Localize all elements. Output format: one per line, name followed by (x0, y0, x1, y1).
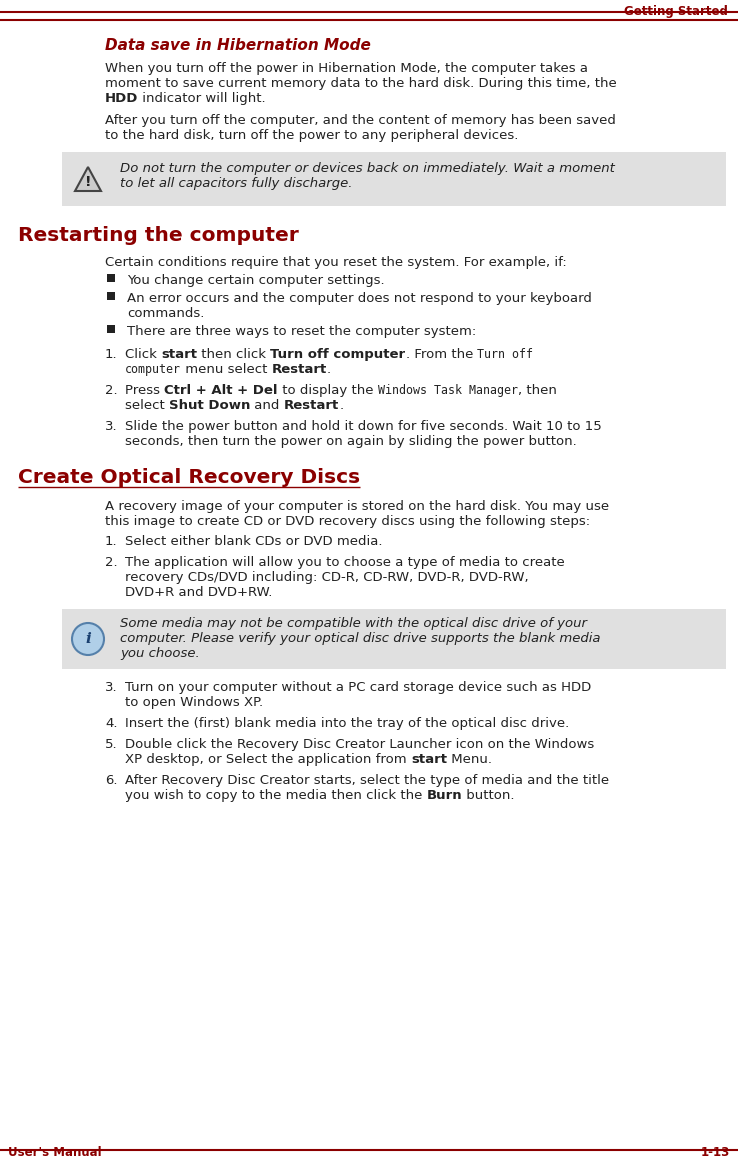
Text: you wish to copy to the media then click the: you wish to copy to the media then click… (125, 789, 427, 802)
Text: Getting Started: Getting Started (624, 5, 728, 18)
Text: start: start (161, 348, 197, 361)
Text: to let all capacitors fully discharge.: to let all capacitors fully discharge. (120, 177, 353, 190)
Text: !: ! (85, 175, 92, 189)
Text: 1-13: 1-13 (701, 1146, 730, 1159)
Text: Turn on your computer without a PC card storage device such as HDD: Turn on your computer without a PC card … (125, 681, 591, 694)
Text: i: i (85, 632, 91, 646)
Bar (107, 325, 115, 333)
Bar (107, 274, 115, 282)
Text: then click: then click (197, 348, 270, 361)
Text: you choose.: you choose. (120, 647, 200, 660)
Text: Create Optical Recovery Discs: Create Optical Recovery Discs (18, 468, 360, 488)
Bar (107, 292, 115, 300)
Text: 2.: 2. (105, 384, 117, 397)
Text: indicator will light.: indicator will light. (139, 91, 266, 105)
Bar (62, 609, 726, 669)
Text: Insert the (first) blank media into the tray of the optical disc drive.: Insert the (first) blank media into the … (125, 717, 569, 730)
Text: An error occurs and the computer does not respond to your keyboard: An error occurs and the computer does no… (127, 292, 592, 305)
Text: DVD+R and DVD+RW.: DVD+R and DVD+RW. (125, 586, 272, 599)
Text: When you turn off the power in Hibernation Mode, the computer takes a: When you turn off the power in Hibernati… (105, 62, 588, 75)
Text: Select either blank CDs or DVD media.: Select either blank CDs or DVD media. (125, 534, 382, 548)
Polygon shape (75, 166, 101, 191)
Text: The application will allow you to choose a type of media to create: The application will allow you to choose… (125, 556, 565, 568)
Text: to display the: to display the (277, 384, 378, 397)
Text: Some media may not be compatible with the optical disc drive of your: Some media may not be compatible with th… (120, 616, 587, 631)
Text: Click: Click (125, 348, 161, 361)
Text: , then: , then (517, 384, 556, 397)
Text: Ctrl + Alt + Del: Ctrl + Alt + Del (165, 384, 277, 397)
Text: Burn: Burn (427, 789, 462, 802)
Text: Slide the power button and hold it down for five seconds. Wait 10 to 15: Slide the power button and hold it down … (125, 420, 601, 432)
Text: You change certain computer settings.: You change certain computer settings. (127, 274, 384, 287)
Text: Restart: Restart (284, 398, 339, 413)
Text: recovery CDs/DVD including: CD-R, CD-RW, DVD-R, DVD-RW,: recovery CDs/DVD including: CD-R, CD-RW,… (125, 571, 528, 584)
Text: Restarting the computer: Restarting the computer (18, 226, 299, 245)
Text: After you turn off the computer, and the content of memory has been saved: After you turn off the computer, and the… (105, 114, 616, 127)
Text: computer: computer (125, 363, 181, 376)
Text: commands.: commands. (127, 307, 204, 320)
Text: 3.: 3. (105, 420, 117, 432)
Text: this image to create CD or DVD recovery discs using the following steps:: this image to create CD or DVD recovery … (105, 515, 590, 529)
Text: Double click the Recovery Disc Creator Launcher icon on the Windows: Double click the Recovery Disc Creator L… (125, 738, 594, 751)
Text: There are three ways to reset the computer system:: There are three ways to reset the comput… (127, 325, 476, 338)
Bar (62, 152, 726, 206)
Text: A recovery image of your computer is stored on the hard disk. You may use: A recovery image of your computer is sto… (105, 500, 609, 513)
Text: Menu.: Menu. (447, 752, 492, 766)
Text: Certain conditions require that you reset the system. For example, if:: Certain conditions require that you rese… (105, 255, 567, 270)
Text: select: select (125, 398, 169, 413)
Text: XP desktop, or Select the application from: XP desktop, or Select the application fr… (125, 752, 411, 766)
Text: Do not turn the computer or devices back on immediately. Wait a moment: Do not turn the computer or devices back… (120, 162, 615, 175)
Text: 5.: 5. (105, 738, 117, 751)
Circle shape (72, 624, 104, 655)
Text: seconds, then turn the power on again by sliding the power button.: seconds, then turn the power on again by… (125, 435, 577, 448)
Text: menu select: menu select (181, 363, 272, 376)
Text: computer. Please verify your optical disc drive supports the blank media: computer. Please verify your optical dis… (120, 632, 601, 645)
Text: 1.: 1. (105, 534, 117, 548)
Text: Turn off: Turn off (477, 348, 533, 361)
Text: 2.: 2. (105, 556, 117, 568)
Text: User's Manual: User's Manual (8, 1146, 102, 1159)
Text: 4.: 4. (105, 717, 117, 730)
Text: .: . (339, 398, 343, 413)
Text: . From the: . From the (405, 348, 477, 361)
Text: Restart: Restart (272, 363, 327, 376)
Text: start: start (411, 752, 447, 766)
Text: 6.: 6. (105, 774, 117, 788)
Text: button.: button. (462, 789, 514, 802)
Text: Data save in Hibernation Mode: Data save in Hibernation Mode (105, 38, 371, 53)
Text: Windows Task Manager: Windows Task Manager (378, 384, 517, 397)
Text: to open Windows XP.: to open Windows XP. (125, 696, 263, 709)
Text: Shut Down: Shut Down (169, 398, 250, 413)
Text: and: and (250, 398, 284, 413)
Text: 1.: 1. (105, 348, 117, 361)
Text: 3.: 3. (105, 681, 117, 694)
Text: to the hard disk, turn off the power to any peripheral devices.: to the hard disk, turn off the power to … (105, 129, 518, 142)
Text: After Recovery Disc Creator starts, select the type of media and the title: After Recovery Disc Creator starts, sele… (125, 774, 609, 788)
Text: HDD: HDD (105, 91, 139, 105)
Text: moment to save current memory data to the hard disk. During this time, the: moment to save current memory data to th… (105, 77, 617, 90)
Text: Create Optical Recovery Discs: Create Optical Recovery Discs (18, 468, 360, 488)
Text: .: . (327, 363, 331, 376)
Text: Press: Press (125, 384, 165, 397)
Text: Turn off computer: Turn off computer (270, 348, 405, 361)
